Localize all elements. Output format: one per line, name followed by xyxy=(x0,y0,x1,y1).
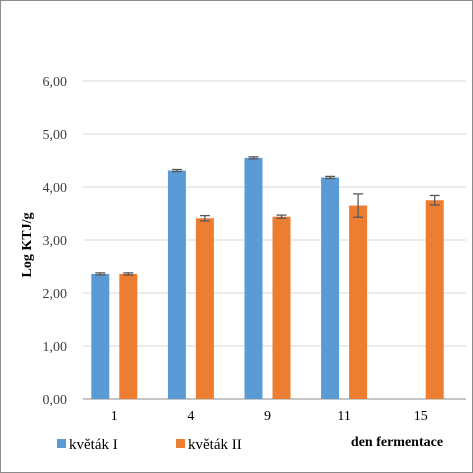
error-bar xyxy=(248,156,259,160)
error-bar xyxy=(171,168,182,173)
error-bar xyxy=(325,175,336,180)
y-axis-title: Log KTJ/g xyxy=(20,213,35,278)
bar-2 xyxy=(272,216,291,399)
legend-swatch xyxy=(57,439,66,448)
error-bar xyxy=(429,194,440,206)
x-tick-label: 15 xyxy=(414,409,428,424)
error-bar xyxy=(199,214,210,222)
error-bars xyxy=(95,156,440,276)
y-tick-labels: 0,00 1,00 2,00 3,00 4,00 5,00 6,00 xyxy=(43,75,68,408)
legend-item: květák I xyxy=(57,437,118,453)
bar-1 xyxy=(167,170,186,399)
error-bar xyxy=(123,272,134,276)
x-tick-labels: 1 4 9 11 15 xyxy=(111,409,428,424)
y-tick-label: 0,00 xyxy=(43,393,68,408)
y-tick-label: 3,00 xyxy=(43,234,68,249)
bar-2 xyxy=(425,200,444,399)
error-bar xyxy=(353,193,364,218)
bar-1 xyxy=(91,273,110,399)
x-tick-label: 11 xyxy=(337,409,350,424)
bar-1 xyxy=(244,157,263,399)
y-tick-label: 5,00 xyxy=(43,128,68,143)
bar-2 xyxy=(195,218,214,399)
legend-label: květák I xyxy=(69,437,118,453)
x-axis-title: den fermentace xyxy=(351,435,443,450)
error-bar xyxy=(95,272,106,276)
bar-2 xyxy=(349,205,368,399)
gridlines xyxy=(83,80,466,400)
bar-1 xyxy=(321,177,340,399)
error-bar xyxy=(276,214,287,219)
bars xyxy=(91,157,444,399)
legend: květák I květák II xyxy=(57,437,242,453)
y-tick-label: 2,00 xyxy=(43,287,68,302)
y-tick-label: 6,00 xyxy=(43,75,68,90)
y-tick-label: 4,00 xyxy=(43,181,68,196)
legend-swatch xyxy=(176,439,185,448)
x-tick-label: 4 xyxy=(187,409,194,424)
x-tick-label: 1 xyxy=(111,409,118,424)
y-tick-label: 1,00 xyxy=(43,340,68,355)
legend-item: květák II xyxy=(176,437,242,453)
x-tick-label: 9 xyxy=(264,409,271,424)
bar-2 xyxy=(119,273,138,399)
legend-label: květák II xyxy=(188,437,242,453)
